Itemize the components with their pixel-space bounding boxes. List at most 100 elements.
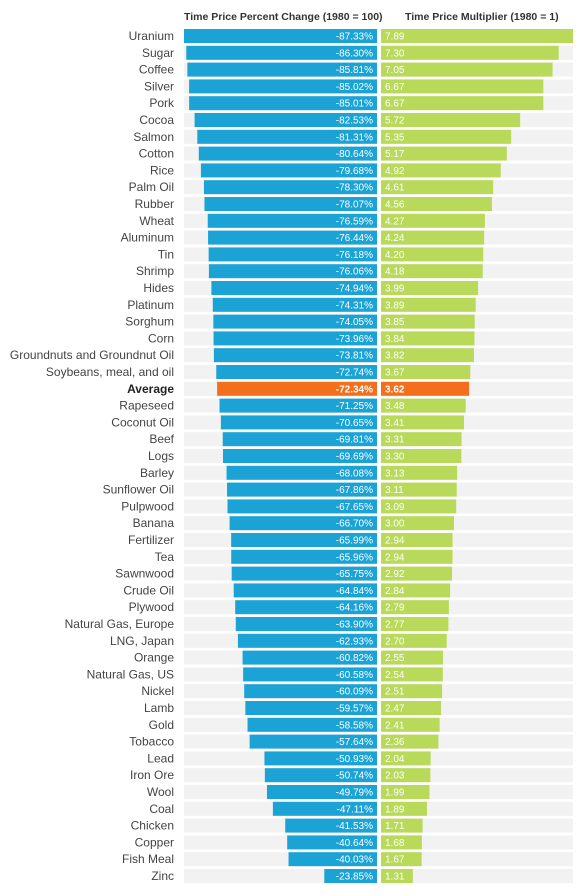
- multiplier-bar: [381, 247, 484, 262]
- multiplier-bar: [381, 398, 466, 413]
- multiplier-label: 1.68: [385, 838, 405, 849]
- category-label: Rubber: [135, 197, 174, 211]
- category-label: Iron Ore: [130, 768, 174, 782]
- percent-change-bar: [264, 768, 377, 783]
- category-label: Silver: [144, 79, 174, 93]
- multiplier-label: 4.56: [385, 200, 405, 211]
- multiplier-bar: [381, 549, 453, 564]
- multiplier-label: 1.31: [385, 872, 405, 883]
- category-label: Coffee: [139, 63, 174, 77]
- row-background-right: [381, 818, 573, 833]
- percent-change-label: -76.18%: [336, 250, 373, 261]
- multiplier-label: 2.92: [385, 569, 405, 580]
- multiplier-label: 3.13: [385, 468, 405, 479]
- percent-change-label: -50.93%: [336, 754, 373, 765]
- percent-change-bar: [285, 818, 377, 833]
- category-label: Natural Gas, Europe: [65, 617, 175, 631]
- category-label: Logs: [148, 449, 174, 463]
- category-label: Gold: [149, 718, 174, 732]
- percent-change-label: -62.93%: [336, 636, 373, 647]
- percent-change-bar: [287, 835, 377, 850]
- multiplier-bar: [381, 45, 559, 60]
- multiplier-bar: [381, 146, 507, 161]
- percent-change-label: -41.53%: [336, 821, 373, 832]
- category-label: Copper: [135, 835, 174, 849]
- percent-change-bar: [237, 633, 377, 648]
- multiplier-bar: [381, 79, 544, 94]
- multiplier-bar: [381, 62, 553, 77]
- percent-change-label: -58.58%: [336, 720, 373, 731]
- multiplier-label: 4.27: [385, 216, 405, 227]
- multiplier-label: 3.30: [385, 452, 405, 463]
- percent-change-bar: [233, 583, 377, 598]
- multiplier-bar: [381, 129, 512, 144]
- percent-change-bar: [212, 297, 377, 312]
- percent-change-bar: [213, 348, 377, 363]
- multiplier-label: 3.00: [385, 519, 405, 530]
- row-background-right: [381, 869, 573, 883]
- multiplier-label: 3.62: [385, 384, 405, 395]
- percent-change-label: -76.44%: [336, 233, 373, 244]
- multiplier-bar: [381, 617, 449, 631]
- percent-change-bar: [208, 230, 377, 245]
- percent-change-label: -82.53%: [336, 116, 373, 127]
- percent-change-bar: [198, 146, 377, 161]
- multiplier-label: 2.94: [385, 552, 405, 563]
- right-series-header: Time Price Multiplier (1980 = 1): [405, 11, 559, 23]
- percent-change-bar: [213, 314, 377, 329]
- percent-change-label: -60.82%: [336, 653, 373, 664]
- percent-change-label: -60.58%: [336, 670, 373, 681]
- multiplier-bar: [381, 533, 453, 547]
- percent-change-bar: [184, 29, 377, 43]
- percent-change-label: -87.33%: [336, 32, 373, 43]
- multiplier-label: 3.89: [385, 300, 405, 311]
- category-label: Chicken: [131, 819, 174, 833]
- multiplier-label: 2.36: [385, 737, 405, 748]
- category-label: Sunflower Oil: [103, 483, 174, 497]
- percent-change-bar: [231, 533, 377, 547]
- percent-change-label: -85.02%: [336, 82, 373, 93]
- category-label: Rice: [150, 163, 174, 177]
- multiplier-bar: [381, 415, 464, 430]
- percent-change-bar: [208, 264, 377, 279]
- percent-change-label: -40.64%: [336, 838, 373, 849]
- percent-change-bar: [189, 96, 377, 111]
- multiplier-label: 4.92: [385, 166, 405, 177]
- category-label: Beef: [149, 432, 174, 446]
- percent-change-label: -70.65%: [336, 418, 373, 429]
- percent-change-label: -64.16%: [336, 603, 373, 614]
- percent-change-bar: [266, 785, 377, 799]
- percent-change-label: -63.90%: [336, 620, 373, 631]
- multiplier-bar: [381, 331, 475, 346]
- multiplier-bar: [381, 785, 430, 799]
- multiplier-bar: [381, 499, 457, 514]
- category-label: Fish Meal: [122, 852, 174, 866]
- multiplier-label: 2.03: [385, 771, 405, 782]
- category-label: Plywood: [129, 600, 174, 614]
- multiplier-label: 2.51: [385, 687, 405, 698]
- percent-change-label: -60.09%: [336, 687, 373, 698]
- category-label: Shrimp: [136, 264, 174, 278]
- percent-change-label: -72.34%: [336, 384, 373, 395]
- multiplier-label: 1.89: [385, 804, 405, 815]
- percent-change-label: -74.31%: [336, 300, 373, 311]
- percent-change-bar: [249, 734, 377, 749]
- percent-change-label: -49.79%: [336, 788, 373, 799]
- multiplier-label: 2.47: [385, 704, 405, 715]
- category-label: Tea: [155, 550, 175, 564]
- percent-change-label: -50.74%: [336, 771, 373, 782]
- multiplier-label: 7.89: [385, 32, 405, 43]
- multiplier-bar: [381, 835, 422, 850]
- multiplier-bar: [381, 213, 485, 228]
- multiplier-bar: [381, 684, 443, 699]
- category-label: Wool: [147, 785, 174, 799]
- percent-change-label: -80.64%: [336, 149, 373, 160]
- category-label: Crude Oil: [123, 583, 174, 597]
- multiplier-label: 7.05: [385, 65, 405, 76]
- multiplier-label: 1.99: [385, 788, 405, 799]
- category-label: Banana: [133, 516, 175, 530]
- percent-change-label: -65.96%: [336, 552, 373, 563]
- category-label: Soybeans, meal, and oil: [46, 365, 174, 379]
- multiplier-label: 2.79: [385, 603, 405, 614]
- multiplier-bar: [381, 381, 470, 396]
